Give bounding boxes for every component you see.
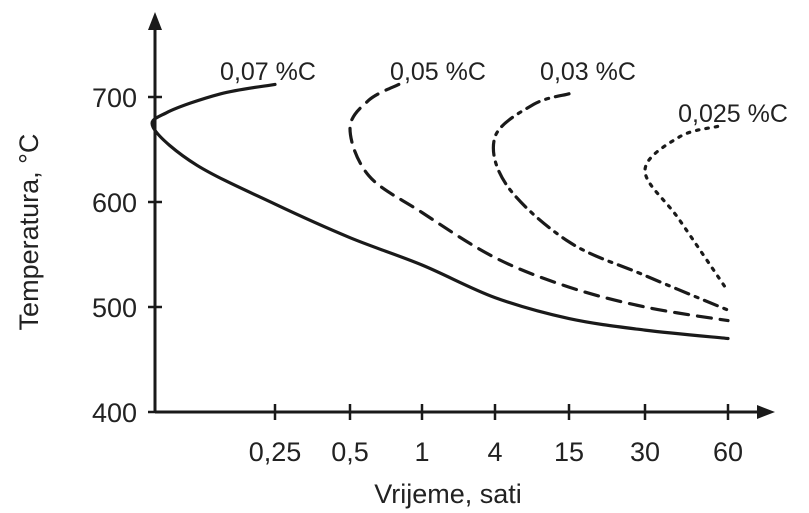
series-labels: 0,07 %C 0,05 %C 0,03 %C 0,025 %C	[220, 58, 788, 128]
x-tick-label: 4	[487, 437, 502, 467]
series-label-1: 0,07 %C	[220, 58, 316, 86]
y-tick-label: 400	[92, 398, 137, 428]
series-label-4: 0,025 %C	[678, 100, 788, 128]
x-tick-label: 1	[414, 437, 429, 467]
x-tick-label: 0,25	[249, 437, 302, 467]
y-axis-arrow	[148, 12, 162, 30]
series-curve-2	[348, 82, 730, 323]
x-tick-label: 0,5	[331, 437, 369, 467]
series-label-2: 0,05 %C	[390, 58, 486, 86]
series-curve-3	[491, 92, 730, 312]
y-tick-label: 700	[92, 83, 137, 113]
x-axis-arrow	[757, 405, 775, 419]
y-tick-label: 500	[92, 293, 137, 323]
x-axis-label: Vrijeme, sati	[374, 479, 522, 509]
y-axis-label: Temperatura, °C	[14, 134, 44, 331]
series-curve-1	[150, 82, 730, 341]
curves	[150, 82, 730, 341]
x-tick-label: 30	[630, 437, 660, 467]
series-label-3: 0,03 %C	[540, 58, 636, 86]
x-tick-label: 15	[554, 437, 584, 467]
x-ticks: 0,25 0,5 1 4 15 30 60	[249, 404, 743, 467]
series-curve-4	[643, 124, 730, 293]
x-tick-label: 60	[713, 437, 743, 467]
y-ticks: 400 500 600 700	[92, 83, 162, 428]
y-tick-label: 600	[92, 188, 137, 218]
